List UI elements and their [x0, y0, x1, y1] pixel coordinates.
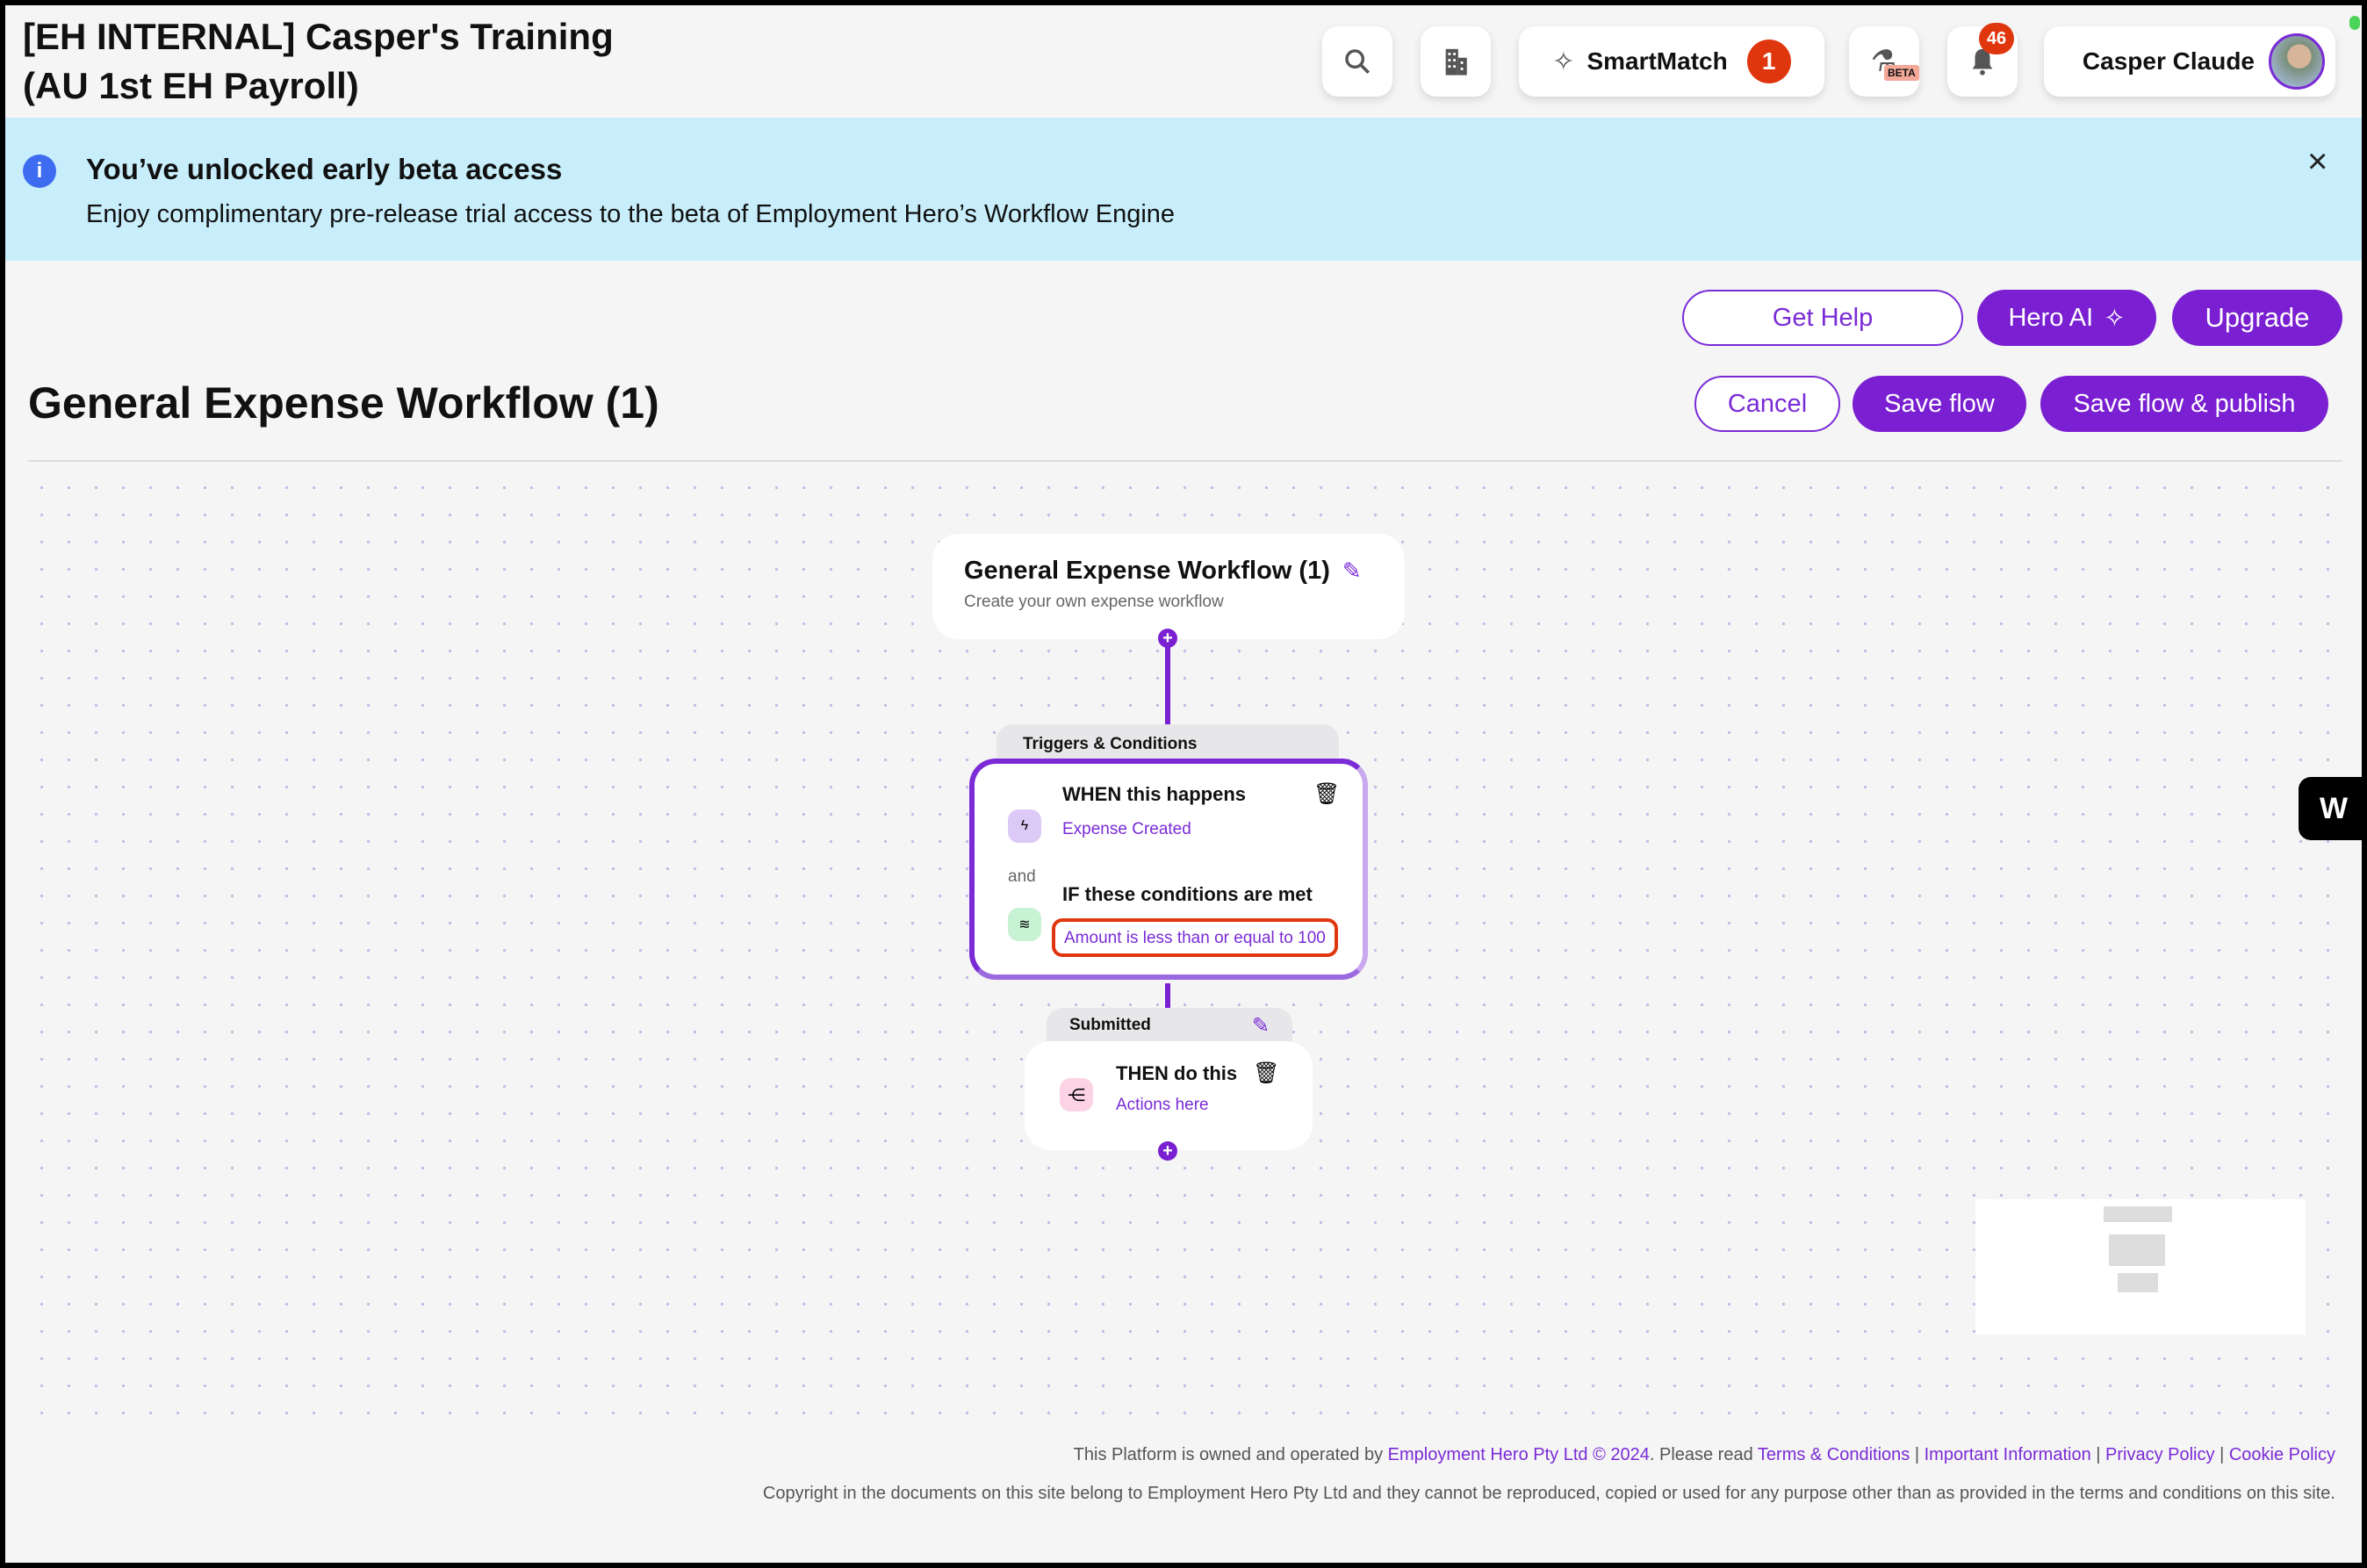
separator: |	[2214, 1445, 2229, 1464]
footer-legal: This Platform is owned and operated by E…	[1074, 1445, 2335, 1465]
then-title: THEN do this	[1116, 1061, 1238, 1084]
search-icon	[1345, 49, 1371, 75]
banner-text: Enjoy complimentary pre-release trial ac…	[86, 200, 1176, 228]
hero-ai-label: Hero AI	[2008, 303, 2094, 332]
delete-action-icon[interactable]: 🗑	[1253, 1061, 1280, 1085]
avatar	[2269, 33, 2325, 90]
separator: |	[2090, 1445, 2106, 1464]
if-title: IF these conditions are met	[1062, 883, 1313, 905]
workflow-description: Create your own expense workflow	[964, 593, 1224, 611]
notifications-count-badge: 46	[1979, 23, 2014, 54]
get-help-button[interactable]: Get Help	[1682, 290, 1963, 346]
lightning-icon: ϟ	[1008, 809, 1041, 843]
branch-icon: ⋲	[1060, 1078, 1093, 1111]
cookie-link[interactable]: Cookie Policy	[2228, 1445, 2335, 1464]
workflow-start-card[interactable]: General Expense Workflow (1) ✎ Create yo…	[932, 534, 1405, 639]
org-title-line2: (AU 1st EH Payroll)	[23, 65, 359, 106]
layers-icon: ≋	[1008, 908, 1041, 941]
bell-icon	[1972, 48, 1993, 76]
hero-ai-button[interactable]: Hero AI ✧	[1977, 290, 2156, 346]
divider	[28, 460, 2342, 462]
add-step-icon[interactable]: +	[1158, 629, 1177, 648]
organisation-button[interactable]	[1421, 26, 1491, 97]
page-title: General Expense Workflow (1)	[28, 378, 659, 428]
info-icon: i	[23, 155, 56, 188]
when-title: WHEN this happens	[1062, 783, 1247, 805]
triggers-conditions-tab: Triggers & Conditions	[996, 724, 1339, 765]
privacy-link[interactable]: Privacy Policy	[2105, 1445, 2215, 1464]
org-title: [EH INTERNAL] Casper's Training (AU 1st E…	[23, 12, 614, 111]
action-value[interactable]: Actions here	[1116, 1096, 1209, 1114]
save-flow-button[interactable]: Save flow	[1853, 376, 2026, 432]
app-window: [EH INTERNAL] Casper's Training (AU 1st E…	[5, 5, 2362, 1563]
edit-pencil-icon[interactable]: ✎	[1251, 1013, 1270, 1038]
and-label: and	[1008, 867, 1036, 886]
save-publish-button[interactable]: Save flow & publish	[2040, 376, 2328, 432]
minimap[interactable]	[1975, 1199, 2306, 1334]
org-title-line1: [EH INTERNAL] Casper's Training	[23, 16, 614, 57]
connector-line	[1165, 983, 1170, 1008]
company-link[interactable]: Employment Hero Pty Ltd © 2024	[1387, 1445, 1650, 1464]
trigger-value[interactable]: Expense Created	[1062, 820, 1191, 838]
triggers-card[interactable]: ϟ WHEN this happens Expense Created 🗑 an…	[969, 759, 1368, 980]
smartmatch-count-badge: 1	[1746, 40, 1791, 83]
beta-access-banner: i You’ve unlocked early beta access Enjo…	[5, 118, 2362, 261]
footer-text: This Platform is owned and operated by	[1073, 1445, 1388, 1464]
user-name: Casper Claude	[2082, 47, 2255, 75]
workflow-name: General Expense Workflow (1)	[964, 557, 1330, 585]
smartmatch-label: SmartMatch	[1586, 47, 1728, 75]
delete-trigger-icon[interactable]: 🗑	[1313, 782, 1341, 806]
add-step-icon[interactable]: +	[1158, 1141, 1177, 1161]
smartmatch-button[interactable]: ✧ SmartMatch 1	[1519, 26, 1824, 97]
separator: |	[1910, 1445, 1925, 1464]
search-button[interactable]	[1322, 26, 1392, 97]
edit-pencil-icon[interactable]: ✎	[1342, 557, 1362, 584]
submitted-tab[interactable]: Submitted ✎	[1047, 1008, 1292, 1043]
submitted-label: Submitted	[1069, 1016, 1151, 1034]
notifications-button[interactable]: 46	[1947, 23, 2018, 97]
terms-link[interactable]: Terms & Conditions	[1757, 1445, 1910, 1464]
beta-tag: BETA	[1884, 65, 1919, 81]
banner-title: You’ve unlocked early beta access	[86, 153, 563, 185]
w-widget-icon[interactable]: W	[2299, 777, 2362, 840]
sparkle-icon: ✧	[1552, 47, 1575, 76]
condition-value[interactable]: Amount is less than or equal to 100	[1052, 918, 1338, 957]
online-status-dot	[2349, 16, 2360, 30]
close-banner-icon[interactable]: ×	[2307, 142, 2328, 181]
important-info-link[interactable]: Important Information	[1924, 1445, 2091, 1464]
beta-labs-button[interactable]: ⚗ BETA	[1849, 26, 1919, 97]
action-card[interactable]: ⋲ THEN do this 🗑 Actions here	[1025, 1041, 1313, 1150]
cancel-button[interactable]: Cancel	[1694, 376, 1840, 432]
user-menu-button[interactable]: Casper Claude	[2044, 26, 2335, 97]
building-icon	[1445, 48, 1467, 76]
connector-line	[1165, 637, 1170, 725]
upgrade-button[interactable]: Upgrade	[2172, 290, 2342, 346]
sparkle-icon: ✧	[2104, 304, 2126, 333]
footer-copyright: Copyright in the documents on this site …	[762, 1484, 2335, 1503]
footer-text: . Please read	[1649, 1445, 1758, 1464]
